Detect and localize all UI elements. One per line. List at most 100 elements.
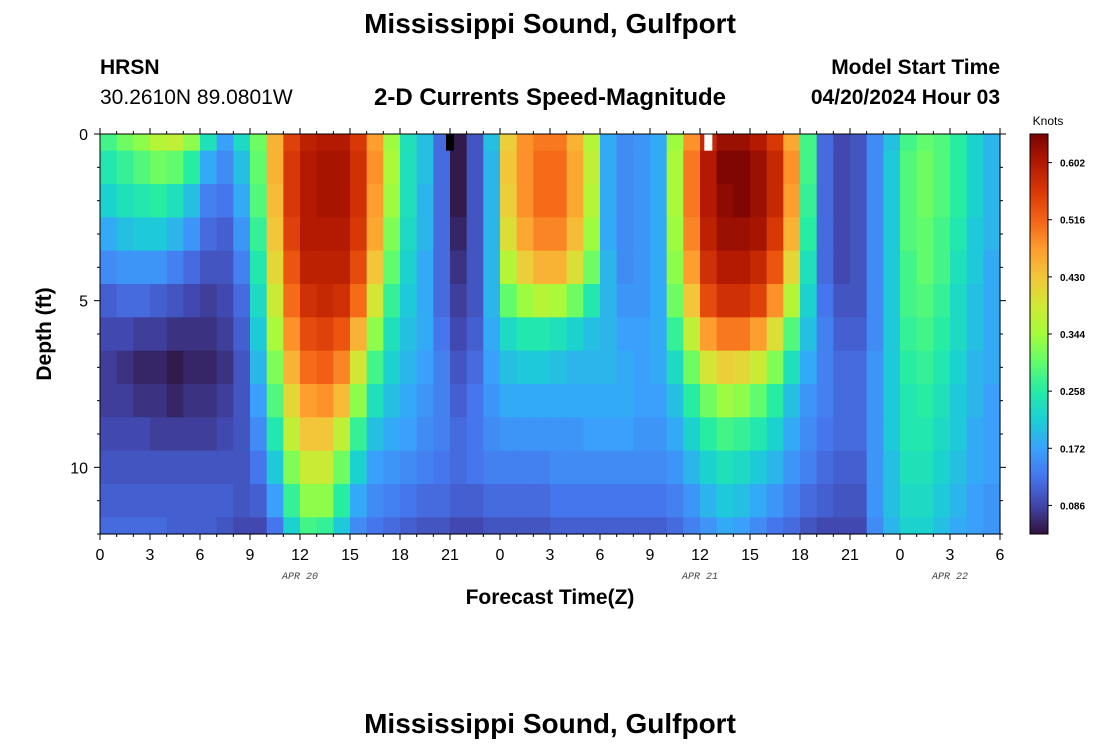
heatmap-cell [183, 450, 201, 485]
heatmap-cell [683, 384, 701, 418]
heatmap-cell [116, 384, 134, 418]
heatmap-cell [216, 517, 234, 535]
heatmap-cell [583, 150, 601, 185]
heatmap-cell [166, 150, 184, 185]
heatmap-cell [850, 184, 868, 218]
heatmap-cell [250, 517, 268, 535]
heatmap-cell [800, 184, 818, 218]
heatmap-cell [650, 284, 668, 318]
heatmap-cell [733, 284, 751, 318]
heatmap-cell [650, 217, 668, 252]
heatmap-cell [366, 284, 384, 318]
heatmap-cell [700, 150, 718, 185]
heatmap-cell [516, 417, 534, 452]
heatmap-cell [216, 150, 234, 185]
heatmap-cell [516, 284, 534, 318]
heatmap-cell [400, 150, 418, 185]
heatmap-cell [166, 417, 184, 452]
heatmap-cell [800, 284, 818, 318]
heatmap-cell [733, 317, 751, 352]
heatmap-cell [116, 250, 134, 285]
heatmap-cell [383, 484, 401, 518]
heatmap-cell [433, 350, 451, 385]
heatmap-cell [483, 350, 501, 385]
heatmap-cell [916, 350, 934, 385]
heatmap-cell [400, 350, 418, 385]
heatmap-cell [966, 317, 984, 352]
heatmap-cell [766, 517, 784, 535]
heatmap-cell [900, 350, 918, 385]
heatmap-cell [466, 384, 484, 418]
heatmap-cell [716, 350, 734, 385]
heatmap-cell [583, 284, 601, 318]
heatmap-cell [750, 217, 768, 252]
heatmap-cell [150, 150, 168, 185]
heatmap-cell [733, 134, 751, 152]
x-axis-title: Forecast Time(Z) [466, 586, 635, 609]
heatmap-cell [216, 450, 234, 485]
heatmap-cell [950, 384, 968, 418]
heatmap-cell [733, 217, 751, 252]
heatmap-cell [116, 217, 134, 252]
heatmap-cell [150, 417, 168, 452]
heatmap-cell [666, 134, 684, 152]
heatmap-cell [983, 350, 1001, 385]
heatmap-cell [400, 217, 418, 252]
heatmap-cell [850, 150, 868, 185]
heatmap-cell [633, 384, 651, 418]
heatmap-cell [616, 517, 634, 535]
heatmap-cell [200, 184, 218, 218]
heatmap-cell [266, 134, 284, 152]
heatmap-cell [200, 284, 218, 318]
heatmap-cell [733, 517, 751, 535]
heatmap-cell [366, 517, 384, 535]
heatmap-cell [800, 134, 818, 152]
heatmap-cell [483, 184, 501, 218]
heatmap-cell [500, 384, 518, 418]
heatmap-cell [166, 134, 184, 152]
heatmap-cell [750, 250, 768, 285]
heatmap-cell [550, 250, 568, 285]
heatmap-cell [850, 134, 868, 152]
heatmap-cell [516, 350, 534, 385]
heatmap-cell [450, 484, 468, 518]
heatmap-cell [833, 134, 851, 152]
heatmap-cell [100, 184, 118, 218]
heatmap-cell [416, 484, 434, 518]
heatmap-cell [316, 350, 334, 385]
heatmap-cell [366, 450, 384, 485]
heatmap-cell [166, 250, 184, 285]
x-tick-label: 21 [441, 547, 459, 564]
heatmap-cell [833, 184, 851, 218]
heatmap-cell [250, 150, 268, 185]
x-tick-label: 6 [196, 547, 205, 564]
heatmap-cell [666, 317, 684, 352]
heatmap-cell [766, 450, 784, 485]
heatmap-cell [466, 317, 484, 352]
heatmap-cell [766, 184, 784, 218]
heatmap-cell [466, 134, 484, 152]
heatmap-cell [883, 250, 901, 285]
heatmap-cell [333, 184, 351, 218]
heatmap-cell [816, 317, 834, 352]
heatmap-cell [833, 417, 851, 452]
heatmap-cell [866, 350, 884, 385]
heatmap-cell [733, 484, 751, 518]
heatmap-cell [233, 284, 251, 318]
heatmap-cell [250, 350, 268, 385]
heatmap-cell [933, 350, 951, 385]
heatmap-cell [183, 317, 201, 352]
heatmap-cell [316, 384, 334, 418]
heatmap-cell [716, 150, 734, 185]
heatmap-cell [400, 184, 418, 218]
x-tick-label: 9 [246, 547, 255, 564]
heatmap-cell [650, 450, 668, 485]
heatmap-cell [100, 350, 118, 385]
heatmap-cell [583, 484, 601, 518]
heatmap-cell [100, 450, 118, 485]
heatmap-cell [733, 150, 751, 185]
heatmap-cell [933, 417, 951, 452]
heatmap-cell [983, 184, 1001, 218]
heatmap-cell [600, 384, 618, 418]
heatmap-cell [916, 450, 934, 485]
